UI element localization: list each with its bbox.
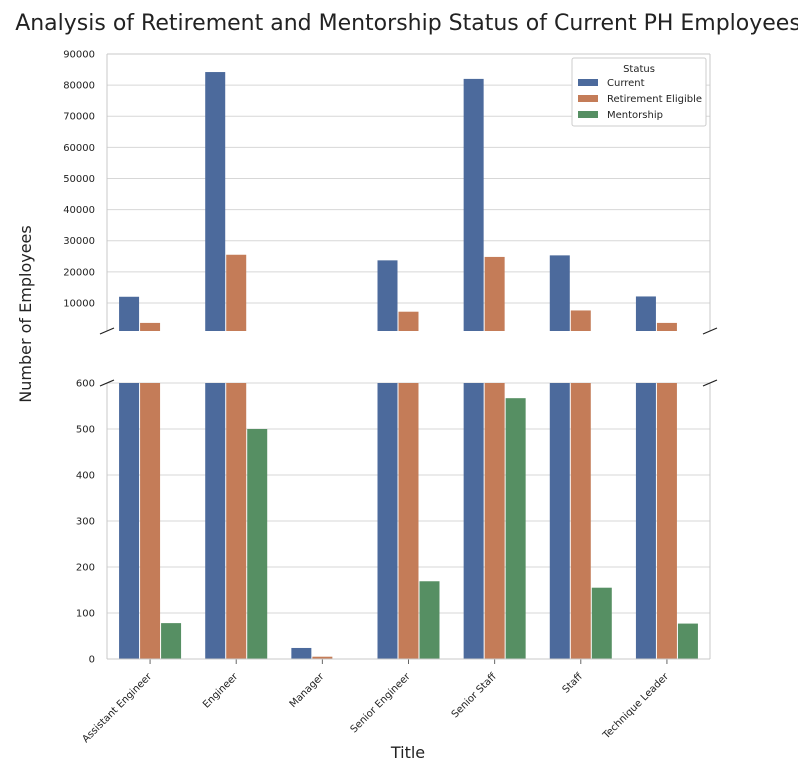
lower-y-tick-label: 600: [76, 379, 95, 390]
lower-bar-current-staff: [549, 383, 570, 659]
upper-y-tick-label: 50000: [63, 174, 95, 185]
upper-y-tick-label: 80000: [63, 81, 95, 92]
lower-bar-retirement-eligible-manager: [312, 656, 333, 659]
x-tick-label: Senior Engineer: [349, 671, 414, 736]
legend-swatch-current: [578, 79, 598, 86]
upper-bar-retirement-eligible-senior-engineer: [398, 311, 419, 331]
x-tick-label: Senior Staff: [450, 671, 500, 721]
upper-bar-current-senior-engineer: [377, 260, 398, 331]
upper-bar-current-assistant-engineer: [119, 296, 140, 331]
x-tick-label: Engineer: [201, 671, 241, 711]
legend-label-retirement-eligible: Retirement Eligible: [607, 94, 702, 105]
lower-y-tick-label: 0: [89, 655, 95, 666]
lower-bar-retirement-eligible-senior-staff: [484, 383, 505, 659]
upper-y-tick-label: 90000: [63, 50, 95, 61]
lower-bar-mentorship-engineer: [247, 429, 268, 659]
lower-y-tick-label: 100: [76, 609, 95, 620]
legend-box: [571, 57, 707, 127]
lower-bar-mentorship-assistant-engineer: [161, 623, 182, 659]
upper-bar-retirement-eligible-engineer: [226, 254, 247, 331]
lower-y-tick-label: 200: [76, 563, 95, 574]
upper-y-tick-label: 40000: [63, 205, 95, 216]
x-tick-label: Technique Leader: [600, 671, 671, 742]
lower-bar-current-assistant-engineer: [119, 383, 140, 659]
upper-y-tick-label: 70000: [63, 112, 95, 123]
upper-bar-retirement-eligible-senior-staff: [484, 256, 505, 331]
lower-bars: [119, 383, 698, 659]
axis-break-marks: [99, 327, 718, 387]
legend-label-current: Current: [607, 78, 645, 89]
x-tick-label: Assistant Engineer: [80, 671, 154, 745]
lower-y-tick-label: 300: [76, 517, 95, 528]
upper-bar-retirement-eligible-technique-leader: [656, 322, 677, 331]
lower-y-tick-label: 400: [76, 471, 95, 482]
legend-swatch-retirement-eligible: [578, 95, 598, 102]
x-tick-label: Staff: [561, 671, 586, 696]
axis-break-mark: [702, 379, 718, 387]
lower-bar-retirement-eligible-technique-leader: [656, 383, 677, 659]
lower-bar-mentorship-senior-engineer: [419, 581, 440, 659]
chart-title: Analysis of Retirement and Mentorship St…: [15, 11, 798, 36]
legend: Status Current Retirement Eligible Mentorsh…: [571, 57, 707, 127]
upper-bar-current-engineer: [205, 72, 226, 331]
upper-bar-current-technique-leader: [635, 296, 656, 331]
lower-bar-retirement-eligible-assistant-engineer: [140, 383, 161, 659]
upper-y-tick-label: 10000: [63, 298, 95, 309]
x-tick-label: Manager: [288, 671, 327, 710]
lower-bar-current-engineer: [205, 383, 226, 659]
lower-frame: [106, 383, 711, 660]
upper-bar-current-staff: [549, 255, 570, 331]
lower-bar-mentorship-staff: [591, 587, 612, 659]
lower-bar-current-senior-engineer: [377, 383, 398, 659]
lower-bar-current-manager: [291, 647, 312, 659]
upper-bar-retirement-eligible-assistant-engineer: [140, 322, 161, 331]
upper-y-tick-label: 30000: [63, 236, 95, 247]
upper-y-tick-label: 20000: [63, 267, 95, 278]
lower-bar-current-technique-leader: [635, 383, 656, 659]
lower-bar-retirement-eligible-staff: [570, 383, 591, 659]
axis-break-mark: [99, 379, 115, 387]
upper-bar-current-senior-staff: [463, 78, 484, 331]
x-axis-label: Title: [390, 743, 425, 762]
axis-break-mark: [99, 327, 115, 335]
legend-label-mentorship: Mentorship: [607, 110, 663, 121]
y-axis-label: Number of Employees: [16, 225, 35, 402]
lower-bar-mentorship-senior-staff: [505, 398, 526, 659]
upper-frame: [106, 53, 711, 331]
lower-bar-retirement-eligible-engineer: [226, 383, 247, 659]
lower-bar-current-senior-staff: [463, 383, 484, 659]
axis-break-mark: [702, 327, 718, 335]
lower-bar-mentorship-technique-leader: [677, 623, 698, 659]
upper-y-tick-label: 60000: [63, 143, 95, 154]
upper-bars: [119, 72, 677, 331]
legend-title: Status: [623, 64, 655, 75]
lower-y-tick-label: 500: [76, 425, 95, 436]
legend-swatch-mentorship: [578, 111, 598, 118]
lower-bar-retirement-eligible-senior-engineer: [398, 383, 419, 659]
upper-bar-retirement-eligible-staff: [570, 310, 591, 331]
